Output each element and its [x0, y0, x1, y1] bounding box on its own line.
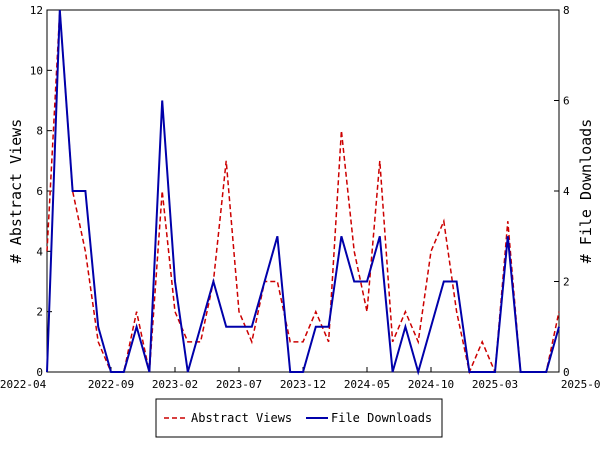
legend-frame	[155, 398, 443, 438]
x-tick-label: 2025-03	[472, 378, 518, 391]
series-line-abstract-views	[46, 9, 560, 375]
x-tick-label: 2025-08	[561, 378, 600, 391]
left-tick-label: 6	[36, 185, 43, 198]
left-tick-label: 10	[30, 64, 43, 77]
plot-area	[46, 9, 560, 373]
right-axis-title: # File Downloads	[577, 119, 595, 264]
right-tick-label: 0	[563, 366, 570, 379]
x-axis-ticks: 2022-04 2022-09 2023-02 2023-07 2023-12 2024-…	[0, 367, 600, 391]
legend-label-abstract-views: Abstract Views	[191, 411, 292, 425]
left-tick-label: 8	[36, 125, 43, 138]
right-tick-label: 8	[563, 4, 570, 17]
x-tick-label: 2023-12	[280, 378, 326, 391]
x-tick-label: 2023-07	[216, 378, 262, 391]
x-tick-label: 2022-04	[0, 378, 47, 391]
legend: Abstract Views File Downloads	[155, 398, 443, 438]
left-axis-ticks: 0 2 4 6 8 10 12	[30, 4, 52, 379]
right-axis-ticks: 0 2 4 6 8	[554, 4, 570, 379]
right-tick-label: 4	[563, 185, 570, 198]
series-line-file-downloads	[46, 9, 560, 376]
left-tick-label: 0	[36, 366, 43, 379]
legend-label-file-downloads: File Downloads	[331, 411, 432, 425]
x-tick-label: 2023-02	[152, 378, 198, 391]
x-tick-label: 2024-05	[344, 378, 390, 391]
x-tick-label: 2022-09	[88, 378, 134, 391]
left-axis-title: # Abstract Views	[7, 119, 25, 264]
right-tick-label: 6	[563, 95, 570, 108]
plot-frame	[46, 9, 560, 373]
series-layer	[46, 9, 560, 376]
left-tick-label: 2	[36, 306, 43, 319]
x-tick-label: 2024-10	[408, 378, 454, 391]
left-tick-label: 12	[30, 4, 43, 17]
right-tick-label: 2	[563, 276, 570, 289]
left-tick-label: 4	[36, 245, 43, 258]
